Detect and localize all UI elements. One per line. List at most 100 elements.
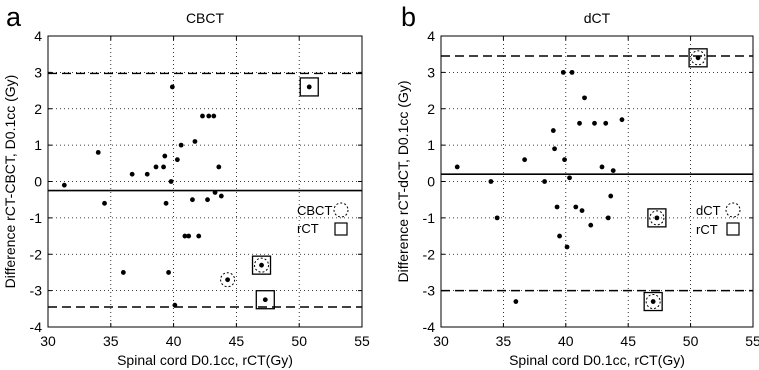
x-axis-label: Spinal cord D0.1cc, rCT(Gy) [509,352,685,368]
x-tick-label: 35 [103,333,119,349]
panel-letter: b [401,2,416,32]
data-point [172,302,178,308]
data-point [174,157,180,163]
marked-point [262,297,268,303]
panel-b: 30 35 40 45 50 55 4 3 2 1 0 -1 -2 -3 -4 dCT rCT dCT Spinal… [395,2,759,368]
data-point [619,117,625,123]
data-point [182,233,188,239]
y-tick-label: 1 [34,137,42,153]
y-tick-label: 2 [34,101,42,117]
data-point [218,193,224,199]
data-point [605,215,611,221]
data-point [205,197,210,203]
data-point [592,120,597,126]
x-tick-label: 40 [558,333,574,349]
rct-marker [251,255,272,275]
x-axis-label: Spinal cord D0.1cc, rCT(Gy) [117,352,293,368]
marked-point [306,84,312,90]
y-axis-label: Difference rCT-CBCT, D0.1cc (Gy) [2,75,18,289]
data-point [169,84,175,90]
y-tick-label: -3 [30,283,43,299]
marked-point [259,262,264,268]
data-point [162,153,168,159]
marked-point [654,215,660,221]
data-point [454,164,460,170]
cbct-marker [220,272,236,288]
y-tick-label: 3 [427,64,435,80]
data-point [573,204,579,210]
rct-marker [299,77,319,97]
data-point [554,204,560,210]
data-point [161,164,166,170]
data-point [102,200,107,206]
rct-marker [643,291,663,312]
data-point [552,146,557,152]
cbct-marker [254,257,270,273]
legend-square-marker [726,222,740,236]
x-tick-label: 45 [620,333,636,349]
x-tick-label: 50 [291,333,307,349]
y-tick-label: 0 [34,174,42,190]
data-point [206,113,212,119]
y-tick-label: -1 [30,210,43,226]
legend-circle-marker [333,202,349,218]
rct-marker [688,48,708,68]
data-point [603,120,609,126]
y-tick-label: 4 [34,28,42,44]
data-point [212,190,218,195]
data-point [582,95,587,101]
data-point [168,179,174,184]
data-point [178,142,184,148]
marked-point [225,277,231,283]
data-point [542,179,547,184]
legend-square-marker [334,222,348,236]
data-point [196,233,202,239]
data-point [129,171,135,177]
data-point [200,113,205,119]
y-tick-label: 1 [427,137,435,153]
y-tick-label: -4 [423,319,436,335]
x-tick-label: 35 [496,333,512,349]
data-point [190,197,195,203]
data-point [562,157,567,163]
legend-label: rCT [297,221,319,236]
data-point [186,233,192,239]
marked-point [695,55,701,61]
data-point [557,233,562,239]
y-tick-label: -1 [423,210,436,226]
data-point [163,200,169,206]
panel-a: 30 35 40 45 50 55 4 3 2 1 0 -1 -2 -3 -4 CBCT rCT CBCT Spin… [2,2,370,368]
y-tick-label: 3 [34,64,42,80]
data-point [153,164,159,170]
data-point [192,139,198,144]
panel-letter: a [6,2,22,32]
legend-label: dCT [696,203,721,218]
x-tick-label: 40 [166,333,182,349]
x-tick-label: 55 [354,333,370,349]
data-point [494,215,500,221]
data-point [120,270,126,275]
y-tick-label: 4 [427,28,435,44]
x-tick-label: 55 [745,333,759,349]
y-tick-label: -2 [30,246,43,262]
data-point [216,164,222,170]
y-tick-label: 2 [427,101,435,117]
data-point [608,193,614,199]
data-point [569,69,575,75]
data-point [95,150,101,155]
data-point [560,69,566,75]
data-point [166,270,171,275]
data-point [588,222,594,228]
data-point [488,179,494,184]
y-tick-label: -3 [423,283,436,299]
y-tick-label: -4 [30,319,43,335]
x-tick-label: 30 [40,333,56,349]
data-point [144,171,150,177]
legend-label: CBCT [297,203,332,218]
rct-marker [255,290,275,310]
plot-frame [440,35,754,328]
y-axis-label: Difference rCT-dCT, D0.1cc (Gy) [395,80,411,282]
legend-circle-marker [725,202,741,218]
data-point [513,299,519,304]
